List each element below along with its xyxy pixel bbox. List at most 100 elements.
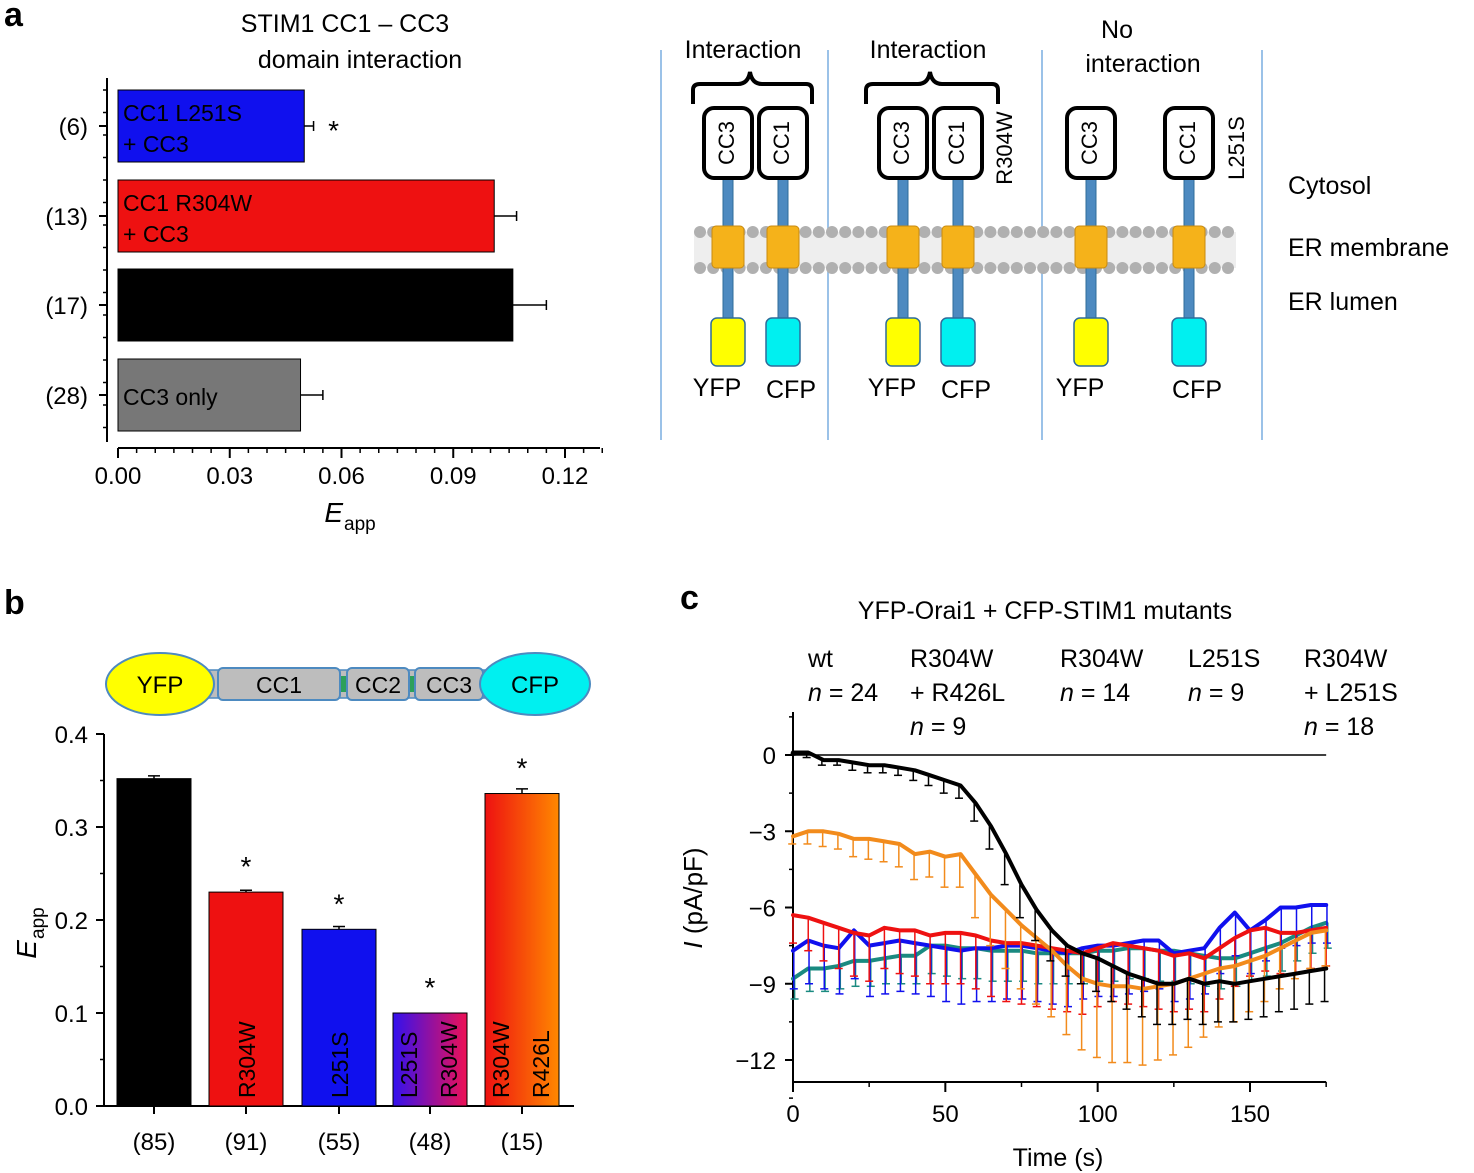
- chart-c-y-tick-label: −9: [749, 972, 776, 999]
- chart-c-legend-label: R304W: [910, 645, 994, 673]
- chart-c-y-tick-label: −6: [749, 896, 776, 923]
- compartment-er-lumen: ER lumen: [1288, 288, 1398, 316]
- membrane-lipid-dot: [1142, 226, 1155, 238]
- yfp-box: [710, 317, 746, 367]
- yfp-label: YFP: [693, 374, 742, 402]
- chart-b-bar: [301, 928, 377, 1107]
- compartment-er-membrane: ER membrane: [1288, 234, 1449, 262]
- chart-b-bar-label: R304W: [436, 1021, 462, 1098]
- cc3-label: CC3: [889, 121, 914, 165]
- compartment-cytosol: Cytosol: [1288, 172, 1371, 200]
- chart-b-y-tick-label: 0.0: [55, 1094, 88, 1121]
- chart-c-ylabel-rest: (pA/pF): [678, 847, 708, 941]
- membrane-lipid-dot: [918, 226, 931, 238]
- chart-a-n-label: (13): [45, 204, 88, 231]
- membrane-lipid-dot: [1024, 226, 1036, 238]
- cc1-label: CC1: [944, 121, 969, 165]
- membrane-lipid-dot: [997, 226, 1010, 238]
- chart-a: STIM1 CC1 – CC3 domain interaction 0.00 0…: [45, 10, 603, 535]
- construct-diagram: CC1 CC2 CC3 YFP CFP: [105, 652, 591, 716]
- chart-c-legend-n-symbol: n: [808, 679, 822, 707]
- chart-a-bar: [117, 179, 495, 253]
- chart-c-legend-label: + L251S: [1304, 679, 1398, 707]
- chart-c-legend-label: R304W: [1304, 645, 1388, 673]
- membrane-lipid-dot: [799, 262, 812, 274]
- cc1-box: [932, 106, 984, 180]
- membrane-lipid-dot: [1037, 262, 1050, 274]
- chart-c-legend-label: L251S: [1188, 645, 1260, 673]
- chart-c-legend-n: n = 18: [1304, 713, 1374, 741]
- chart-a-bar-label: CC1: [123, 279, 169, 305]
- chart-a-marks: 0.00 0.03 0.06 0.09 0.12 (6) CC1 L251S + CC3 * (1…: [45, 78, 603, 490]
- chart-b-bar: [116, 778, 192, 1107]
- chart-b-n-label: (15): [501, 1129, 544, 1156]
- chart-b-y-tick-label: 0.1: [55, 1001, 88, 1028]
- chart-c-series: [788, 829, 1330, 1066]
- transmembrane-domain: [711, 225, 745, 269]
- membrane-lipid-dot: [984, 262, 997, 274]
- chart-a-bar-label: CC3 only: [123, 384, 218, 410]
- chart-c-title: YFP-Orai1 + CFP-STIM1 mutants: [858, 597, 1232, 625]
- chart-a-bar: [117, 89, 305, 163]
- chart-c-legend-n: n = 9: [910, 713, 966, 741]
- chart-a-x-tick-label: 0.03: [206, 463, 253, 490]
- chart-c-ylabel: I (pA/pF): [678, 847, 708, 948]
- cc2-domain: [346, 667, 410, 701]
- chart-b-significance-star: *: [241, 851, 252, 882]
- chart-c-legend-n-value: = 14: [1074, 679, 1130, 707]
- chart-a-x-tick-label: 0.12: [542, 463, 589, 490]
- transmembrane-domain: [1172, 225, 1206, 269]
- chart-a-bar: [117, 268, 514, 342]
- group3-title-line-2: interaction: [1085, 50, 1200, 78]
- chart-a-bar-label: + CC3: [123, 221, 189, 247]
- membrane-lipid-dot: [1050, 226, 1063, 238]
- panel-letter-b: b: [4, 584, 25, 622]
- mutation-label-r304w: R304W: [992, 111, 1017, 185]
- yfp-label: YFP: [868, 374, 917, 402]
- chart-c-legend-n-symbol: n: [1060, 679, 1074, 707]
- chart-c-x-tick-label: 50: [932, 1101, 959, 1128]
- membrane-lipid-dot: [984, 226, 997, 238]
- transmembrane-domain: [1074, 225, 1108, 269]
- membrane-lipid-dot: [1142, 262, 1155, 274]
- cc3-box: [877, 106, 929, 180]
- chart-c-y-tick-label: −3: [749, 819, 776, 846]
- yfp-domain-label: YFP: [137, 672, 184, 699]
- membrane-lipid-dot: [1010, 226, 1023, 238]
- cfp-box: [940, 317, 976, 367]
- membrane-lipid-dot: [1063, 262, 1076, 274]
- yfp-box: [1073, 317, 1109, 367]
- chart-c-series-line: [791, 903, 1329, 956]
- membrane-lipid-dot: [1222, 262, 1234, 274]
- cfp-box: [765, 317, 801, 367]
- cfp-domain: [479, 652, 591, 716]
- cfp-label: CFP: [941, 376, 991, 404]
- cfp-domain-label: CFP: [511, 672, 559, 699]
- chart-b-bar-label: R304W: [234, 1021, 260, 1098]
- chart-c-y-tick-label: 0: [763, 743, 776, 770]
- chart-c-y-tick-label: −12: [735, 1048, 776, 1075]
- cfp-label: CFP: [1172, 376, 1222, 404]
- cc2-domain-label: CC2: [355, 672, 401, 698]
- chart-a-bar: [117, 358, 302, 432]
- chart-b-significance-star: *: [425, 972, 436, 1003]
- cc1-label: CC1: [769, 121, 794, 165]
- chart-b-n-label: (55): [318, 1129, 361, 1156]
- chart-c-legend-n: n = 9: [1188, 679, 1244, 707]
- cc3-box: [1065, 106, 1117, 180]
- transmembrane-domain: [766, 225, 800, 269]
- cc3-label: CC3: [1077, 121, 1102, 165]
- cc1-domain: [217, 667, 341, 701]
- interaction-bracket: [691, 71, 814, 104]
- mutation-label-l251s: L251S: [1224, 116, 1249, 180]
- chart-c-x-tick-label: 100: [1078, 1101, 1118, 1128]
- chart-b-bar-label: L251S: [396, 1031, 422, 1098]
- chart-a-xlabel-sub: app: [344, 514, 376, 535]
- chart-c-legend-label: R304W: [1060, 645, 1144, 673]
- cc1-box: [1163, 106, 1215, 180]
- chart-c-legend: wt n = 24 R304W + R426L n = 9 R304W n = 14 L251…: [807, 645, 1398, 741]
- chart-a-significance-star: *: [328, 115, 339, 146]
- membrane-lipid-dot: [1050, 262, 1063, 274]
- chart-a-n-label: (6): [59, 114, 88, 141]
